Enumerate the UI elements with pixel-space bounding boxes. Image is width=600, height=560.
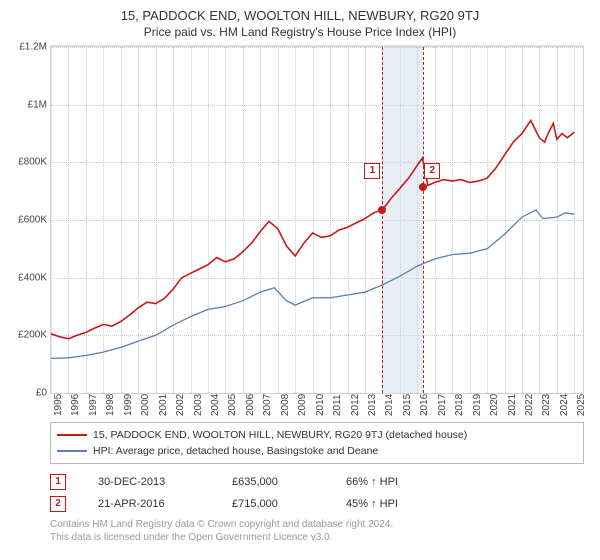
x-tick-label: 2001: [158, 394, 164, 416]
x-tick-label: 2015: [402, 394, 408, 416]
x-tick-label: 2016: [419, 394, 425, 416]
attribution-line-1: Contains HM Land Registry data © Crown c…: [50, 518, 584, 531]
x-tick-label: 2014: [384, 394, 390, 416]
series-property: [51, 121, 574, 339]
x-tick-label: 2020: [489, 394, 495, 416]
sale-price: £635,000: [232, 476, 322, 488]
sale-row: 2 21-APR-2016 £715,000 45% ↑ HPI: [50, 496, 584, 512]
x-tick-label: 2022: [524, 394, 530, 416]
event-marker: 2: [424, 163, 440, 179]
x-tick-label: 2000: [140, 394, 146, 416]
y-tick-label: £1.2M: [9, 42, 47, 53]
sale-price: £715,000: [232, 498, 322, 510]
x-tick-label: 1995: [53, 394, 59, 416]
x-tick-label: 2009: [297, 394, 303, 416]
sale-point-icon: [378, 206, 386, 214]
x-tick-label: 2010: [315, 394, 321, 416]
sale-date: 30-DEC-2013: [98, 476, 208, 488]
chart-title: 15, PADDOCK END, WOOLTON HILL, NEWBURY, …: [10, 8, 590, 23]
legend-label: 15, PADDOCK END, WOOLTON HILL, NEWBURY, …: [93, 427, 467, 443]
x-tick-label: 2003: [193, 394, 199, 416]
attribution: Contains HM Land Registry data © Crown c…: [50, 518, 584, 544]
sale-date: 21-APR-2016: [98, 498, 208, 510]
x-tick-label: 2005: [227, 394, 233, 416]
chart-container: { "title": "15, PADDOCK END, WOOLTON HIL…: [0, 0, 600, 560]
legend: 15, PADDOCK END, WOOLTON HILL, NEWBURY, …: [50, 422, 584, 464]
x-tick-label: 1996: [70, 394, 76, 416]
x-tick-label: 2023: [541, 394, 547, 416]
x-tick-label: 2019: [472, 394, 478, 416]
sale-point-icon: [419, 183, 427, 191]
legend-item: 15, PADDOCK END, WOOLTON HILL, NEWBURY, …: [57, 427, 577, 443]
chart-area: £0£200K£400K£600K£800K£1M£1.2M12 1995199…: [50, 45, 584, 416]
x-tick-label: 2013: [367, 394, 373, 416]
legend-item: HPI: Average price, detached house, Basi…: [57, 443, 577, 459]
sale-row-marker: 2: [50, 496, 66, 512]
x-tick-label: 2018: [454, 394, 460, 416]
x-tick-label: 1997: [88, 394, 94, 416]
x-tick-label: 2002: [175, 394, 181, 416]
x-tick-label: 2008: [280, 394, 286, 416]
x-tick-label: 2021: [507, 394, 513, 416]
sale-delta: 66% ↑ HPI: [346, 476, 398, 488]
chart-subtitle: Price paid vs. HM Land Registry's House …: [10, 25, 590, 39]
x-tick-label: 2017: [437, 394, 443, 416]
legend-swatch-icon: [57, 450, 87, 452]
x-tick-label: 2012: [350, 394, 356, 416]
x-tick-label: 1999: [123, 394, 129, 416]
sale-delta: 45% ↑ HPI: [346, 498, 398, 510]
legend-label: HPI: Average price, detached house, Basi…: [93, 443, 378, 459]
y-tick-label: £800K: [9, 157, 47, 168]
x-tick-label: 1998: [105, 394, 111, 416]
line-series-layer: [51, 47, 583, 393]
y-tick-label: £600K: [9, 215, 47, 226]
attribution-line-2: This data is licensed under the Open Gov…: [50, 531, 584, 544]
sale-row: 1 30-DEC-2013 £635,000 66% ↑ HPI: [50, 474, 584, 490]
y-tick-label: £200K: [9, 330, 47, 341]
x-tick-label: 2024: [559, 394, 565, 416]
y-tick-label: £400K: [9, 272, 47, 283]
legend-swatch-icon: [57, 434, 87, 436]
x-tick-label: 2025: [576, 394, 582, 416]
x-tick-label: 2011: [332, 394, 338, 416]
y-tick-label: £1M: [9, 99, 47, 110]
x-tick-label: 2007: [262, 394, 268, 416]
sales-list: 1 30-DEC-2013 £635,000 66% ↑ HPI 2 21-APR-201…: [50, 474, 584, 512]
x-tick-label: 2006: [245, 394, 251, 416]
x-axis: 1995 1996 1997 1998 1999 2000 2001 2002 2003 2004…: [50, 394, 584, 416]
x-tick-label: 2004: [210, 394, 216, 416]
below-chart: 15, PADDOCK END, WOOLTON HILL, NEWBURY, …: [50, 422, 584, 544]
event-marker: 1: [364, 163, 380, 179]
plot-region: £0£200K£400K£600K£800K£1M£1.2M12: [50, 46, 584, 394]
y-tick-label: £0: [9, 388, 47, 399]
sale-row-marker: 1: [50, 474, 66, 490]
